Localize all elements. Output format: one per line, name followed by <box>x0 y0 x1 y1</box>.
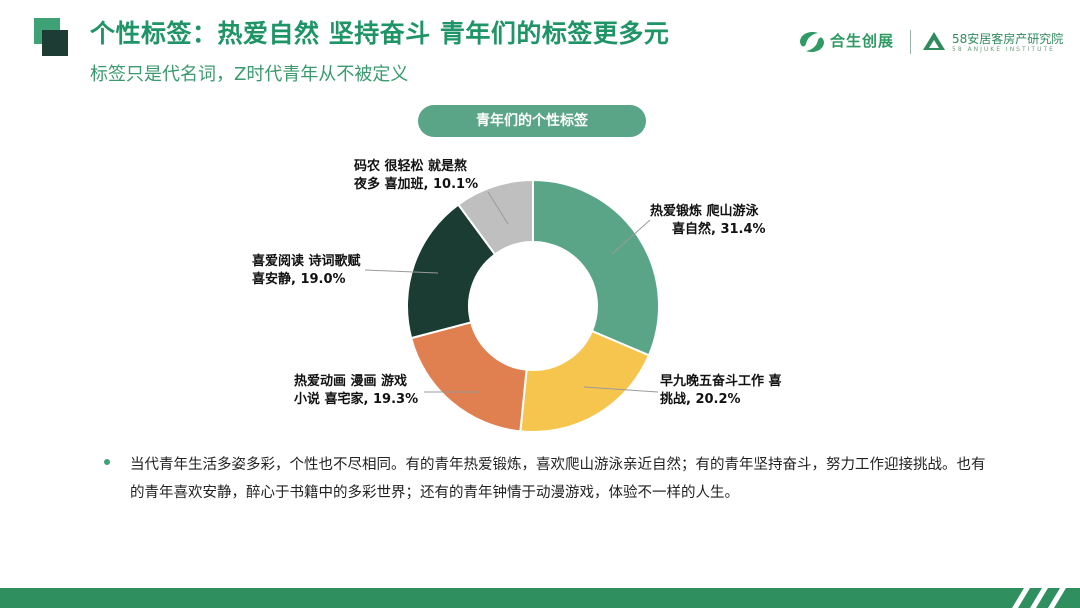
donut-slice-work <box>519 329 651 433</box>
slice-label-reading-line1: 喜爱阅读 诗词歌赋 <box>252 254 361 269</box>
slice-label-overtime-line1: 码农 很轻松 就是熬 <box>354 159 468 174</box>
hesheng-logo: 合生创展 <box>798 28 898 60</box>
leader-line-fitness <box>611 219 651 255</box>
anjuke-logo: 58安居客房产研究院 58 ANJUKE INSTITUTE <box>922 28 1064 58</box>
slice-label-fitness-line2: 喜自然, 31.4% <box>672 222 766 237</box>
slice-label-overtime-line2: 夜多 喜加班, 10.1% <box>354 177 479 192</box>
slice-label-fitness: 热爱锻炼 爬山游泳 喜自然, 31.4% <box>650 203 766 239</box>
leaf-logo-icon <box>800 32 824 52</box>
corner-decoration <box>34 18 68 60</box>
anjuke-logo-text: 58安居客房产研究院 <box>952 32 1064 46</box>
logo-divider <box>910 30 911 54</box>
slice-label-reading: 喜爱阅读 诗词歌赋 喜安静, 19.0% <box>252 253 361 289</box>
slice-label-work-line1: 早九晚五奋斗工作 喜 <box>660 374 782 389</box>
anjuke-logo-subtext: 58 ANJUKE INSTITUTE <box>952 46 1055 53</box>
leader-line-work <box>583 386 659 393</box>
hesheng-logo-text: 合生创展 <box>830 32 895 50</box>
leader-line-overtime <box>487 191 509 225</box>
footer-stripes-decoration <box>1012 588 1066 608</box>
donut-slice-reading <box>406 203 497 340</box>
slice-label-reading-line2: 喜安静, 19.0% <box>252 272 346 287</box>
corner-square-dark <box>42 30 68 56</box>
donut-slice-anime <box>409 321 528 433</box>
house-logo-icon <box>923 32 945 50</box>
donut-slice-fitness <box>532 178 660 357</box>
page-title: 个性标签：热爱自然 坚持奋斗 青年们的标签更多元 <box>90 19 670 48</box>
donut-slice-overtime <box>456 178 534 256</box>
slice-label-fitness-line1: 热爱锻炼 爬山游泳 <box>650 204 759 219</box>
slice-label-anime-line1: 热爱动画 漫画 游戏 <box>294 374 408 389</box>
slice-label-work-line2: 挑战, 20.2% <box>660 392 741 407</box>
slice-label-anime: 热爱动画 漫画 游戏 小说 喜宅家, 19.3% <box>294 373 418 409</box>
body-paragraph: 当代青年生活多姿多彩，个性也不尽相同。有的青年热爱锻炼，喜欢爬山游泳亲近自然；有… <box>130 457 986 501</box>
slice-label-work: 早九晚五奋斗工作 喜 挑战, 20.2% <box>660 373 782 409</box>
slice-label-anime-line2: 小说 喜宅家, 19.3% <box>294 392 419 407</box>
chart-title: 青年们的个性标签 <box>418 105 646 137</box>
page-subtitle: 标签只是代名词，Z时代青年从不被定义 <box>90 64 409 85</box>
bullet-icon <box>104 459 110 465</box>
footer-band <box>0 588 1080 608</box>
leader-line-reading <box>364 269 439 274</box>
slice-label-overtime: 码农 很轻松 就是熬 夜多 喜加班, 10.1% <box>354 158 478 194</box>
